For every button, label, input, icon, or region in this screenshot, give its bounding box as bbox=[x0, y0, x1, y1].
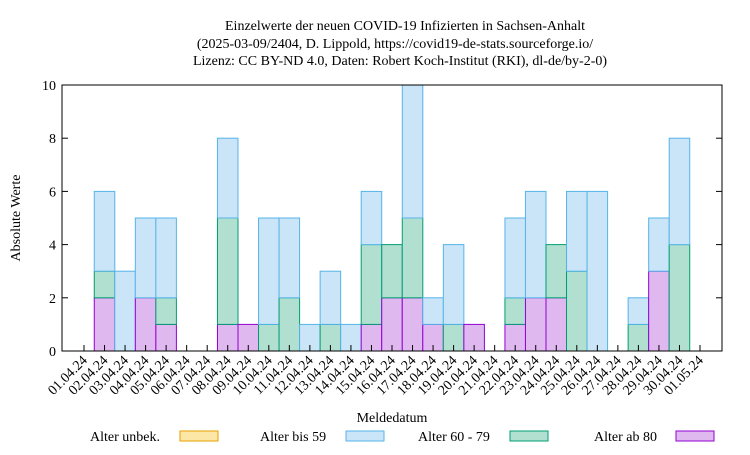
bar-segment bbox=[401, 217, 424, 299]
bar-segment bbox=[93, 190, 116, 272]
bar-segment bbox=[422, 297, 444, 325]
bar-segment bbox=[401, 297, 424, 352]
bar-segment bbox=[134, 297, 157, 352]
bar-segment bbox=[155, 217, 177, 299]
bar-segment bbox=[319, 270, 342, 325]
bar-segment bbox=[545, 244, 568, 299]
bar-segment bbox=[360, 244, 383, 325]
legend-swatch bbox=[509, 430, 549, 442]
bar-segment bbox=[504, 217, 526, 299]
bar-segment bbox=[278, 297, 301, 352]
bar-segment bbox=[566, 190, 588, 272]
bar-segment bbox=[360, 190, 383, 246]
bar-segment bbox=[216, 217, 239, 325]
y-tick-label: 10 bbox=[42, 79, 56, 94]
legend-swatch bbox=[675, 430, 715, 442]
bar-segment bbox=[586, 190, 609, 352]
legend-label: Alter 60 - 79 bbox=[418, 430, 490, 445]
bar-segment bbox=[114, 270, 136, 352]
y-axis-label: Absolute Werte bbox=[9, 175, 24, 262]
y-tick-label: 0 bbox=[49, 345, 56, 360]
bar-segment bbox=[278, 217, 301, 299]
bar-segment bbox=[381, 297, 403, 352]
chart-title: Lizenz: CC BY-ND 4.0, Daten: Robert Koch… bbox=[193, 54, 607, 69]
x-axis-label: Meldedatum bbox=[357, 411, 428, 426]
bar-segment bbox=[648, 270, 670, 352]
legend-label: Alter unbek. bbox=[90, 430, 160, 445]
bar-segment bbox=[381, 244, 403, 299]
bar-segment bbox=[524, 190, 547, 299]
bar-segment bbox=[134, 217, 157, 299]
bar-segment bbox=[566, 270, 588, 352]
bar-segment bbox=[442, 244, 465, 325]
bar-segment bbox=[627, 297, 650, 325]
legend-swatch bbox=[179, 430, 219, 442]
chart-title: (2025-03-09/2404, D. Lippold, https://co… bbox=[197, 37, 593, 52]
bar-segment bbox=[401, 84, 424, 219]
bar-segment bbox=[648, 217, 670, 272]
bar-segment bbox=[216, 137, 239, 219]
bar-segment bbox=[668, 137, 691, 246]
bar-segment bbox=[524, 297, 547, 352]
bar-segment bbox=[668, 244, 691, 352]
bar-segment bbox=[258, 217, 280, 325]
bar-segment bbox=[155, 297, 177, 325]
y-tick-label: 8 bbox=[49, 132, 56, 147]
y-tick-label: 6 bbox=[49, 185, 56, 200]
bar-segment bbox=[93, 297, 116, 352]
bar-segment bbox=[545, 297, 568, 352]
legend-swatch bbox=[345, 430, 385, 442]
chart-title: Einzelwerte der neuen COVID-19 Infiziert… bbox=[225, 19, 585, 34]
y-tick-label: 2 bbox=[49, 292, 56, 307]
legend-label: Alter bis 59 bbox=[260, 430, 326, 445]
y-tick-label: 4 bbox=[49, 239, 56, 254]
legend-label: Alter ab 80 bbox=[594, 430, 657, 445]
bar-segment bbox=[504, 297, 526, 325]
bar-segment bbox=[93, 270, 116, 299]
